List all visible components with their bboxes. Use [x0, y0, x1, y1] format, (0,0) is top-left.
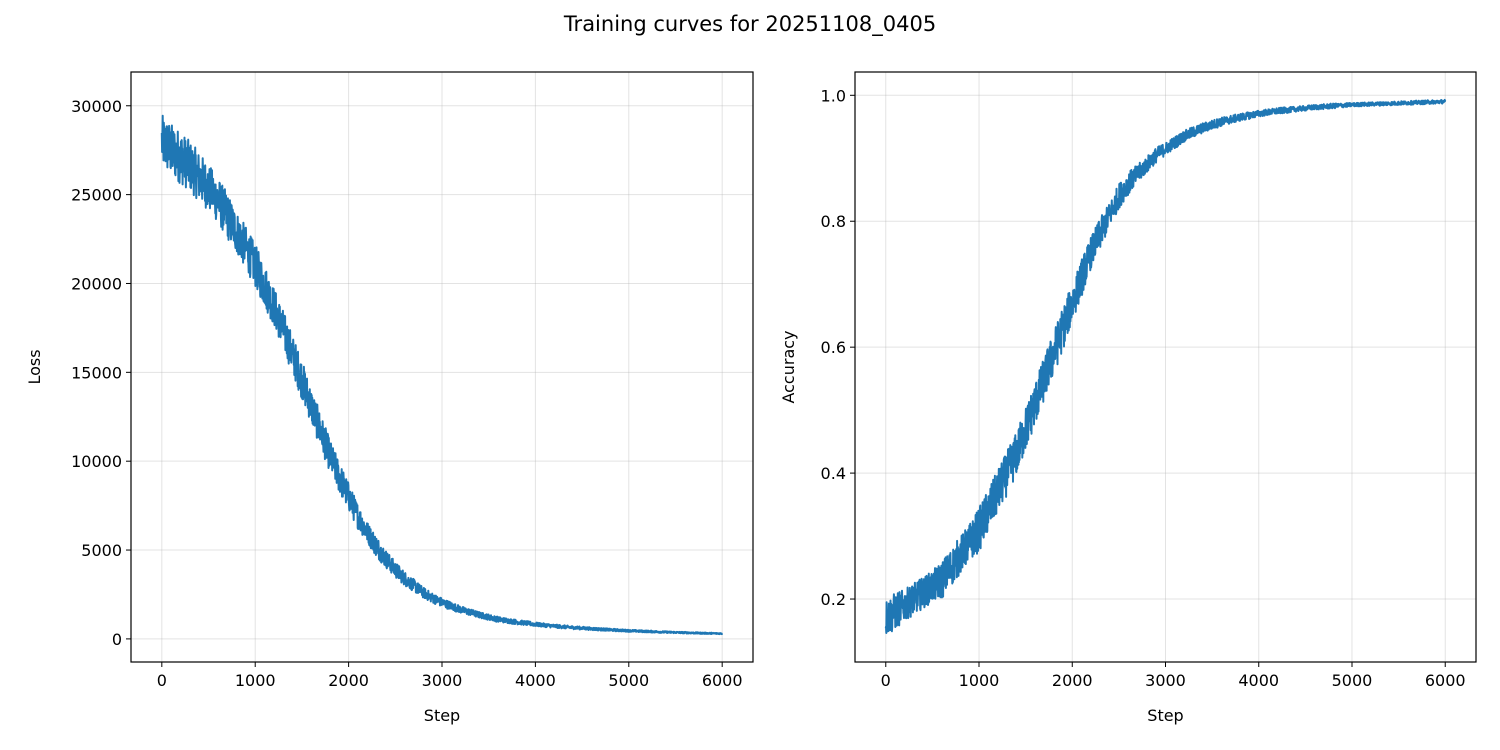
loss-xtick-label: 1000 [235, 671, 276, 690]
accuracy-xtick-label: 5000 [1332, 671, 1373, 690]
loss-ytick-label: 15000 [71, 363, 122, 382]
accuracy-ytick-label: 1.0 [821, 86, 846, 105]
loss-panel: 0 1000 2000 3000 4000 5000 6000 0 5000 10000 15000… [25, 71, 754, 725]
accuracy-xtick-label: 6000 [1425, 671, 1466, 690]
loss-xtick-label: 4000 [515, 671, 556, 690]
loss-xtick-label: 6000 [702, 671, 743, 690]
accuracy-ytick-label: 0.8 [821, 212, 846, 231]
loss-ytick-label: 20000 [71, 274, 122, 293]
accuracy-xaxis-label: Step [1147, 706, 1183, 725]
loss-yaxis-label: Loss [25, 349, 44, 384]
loss-xaxis-label: Step [424, 706, 460, 725]
loss-ytick-label: 5000 [81, 541, 122, 560]
loss-ytick-label: 30000 [71, 97, 122, 116]
loss-xtick-label: 5000 [608, 671, 649, 690]
accuracy-xtick-label: 2000 [1052, 671, 1093, 690]
accuracy-xtick-label: 0 [881, 671, 891, 690]
accuracy-xtick-label: 4000 [1238, 671, 1279, 690]
accuracy-xtick-label: 3000 [1145, 671, 1186, 690]
accuracy-ytick-label: 0.2 [821, 590, 846, 609]
loss-ytick-label: 10000 [71, 452, 122, 471]
loss-ytick-label: 25000 [71, 186, 122, 205]
accuracy-ytick-label: 0.4 [821, 464, 846, 483]
loss-xtick-label: 2000 [328, 671, 369, 690]
accuracy-yaxis-label: Accuracy [779, 330, 798, 403]
figure-title: Training curves for 20251108_0405 [563, 12, 937, 36]
loss-xtick-label: 3000 [422, 671, 463, 690]
accuracy-ytick-label: 0.6 [821, 338, 846, 357]
accuracy-series-line [884, 98, 1447, 634]
accuracy-panel: 0 1000 2000 3000 4000 5000 6000 0.2 0.4 0.6 0.8 1.0… [779, 71, 1477, 725]
loss-series-line [160, 114, 724, 636]
loss-xtick-label: 0 [157, 671, 167, 690]
accuracy-xtick-label: 1000 [959, 671, 1000, 690]
loss-ytick-label: 0 [112, 630, 122, 649]
